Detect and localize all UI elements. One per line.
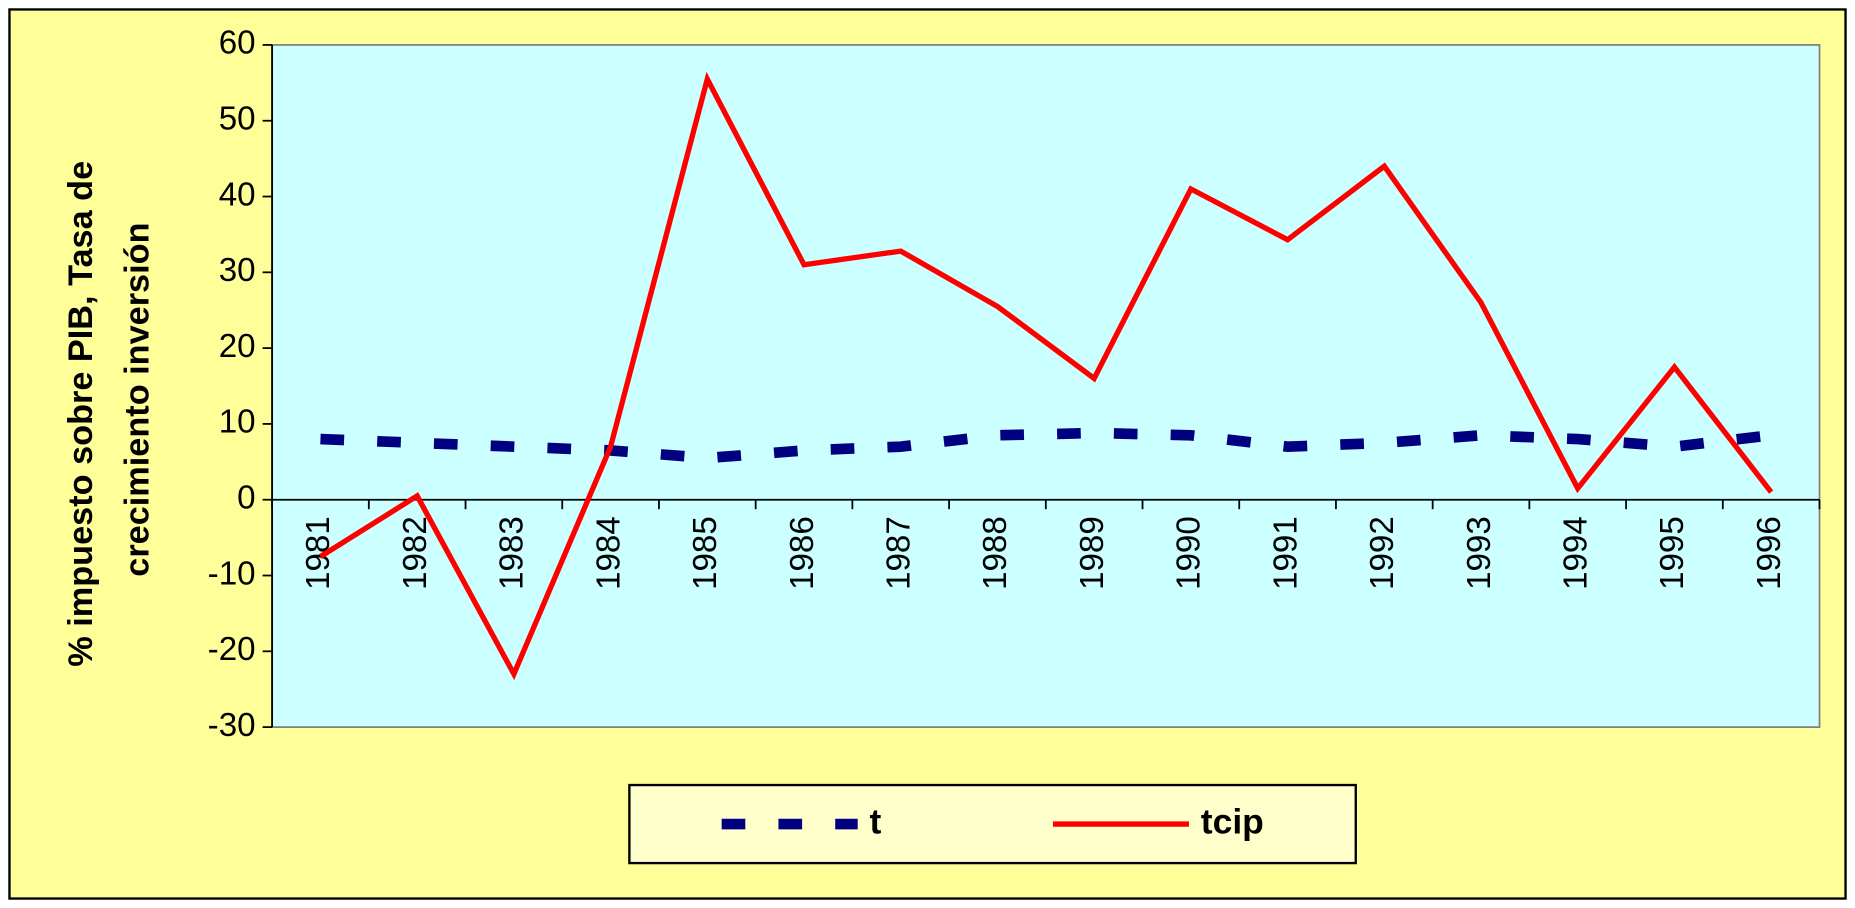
y-tick-label: 60 xyxy=(219,25,256,62)
x-tick-label: 1981 xyxy=(300,516,337,590)
x-tick-label: 1991 xyxy=(1267,516,1304,590)
x-tick-label: 1983 xyxy=(494,516,531,590)
y-axis-label: crecimiento inversión xyxy=(119,222,157,576)
x-tick-label: 1990 xyxy=(1171,516,1208,590)
x-tick-label: 1988 xyxy=(977,516,1014,590)
legend xyxy=(628,783,1357,865)
plot-area xyxy=(271,44,1821,728)
legend-label: t xyxy=(870,801,882,841)
x-tick-label: 1985 xyxy=(687,516,724,590)
y-tick-label: 10 xyxy=(219,404,256,441)
y-tick-label: 30 xyxy=(219,252,256,289)
x-tick-label: 1984 xyxy=(590,516,627,590)
y-tick-label: -20 xyxy=(208,631,256,668)
x-tick-label: 1993 xyxy=(1461,516,1498,590)
y-axis-label: % impuesto sobre PIB, Tasa de xyxy=(62,161,100,667)
x-tick-label: 1992 xyxy=(1364,516,1401,590)
x-tick-label: 1989 xyxy=(1074,516,1111,590)
y-tick-label: 40 xyxy=(219,176,256,213)
x-tick-label: 1986 xyxy=(784,516,821,590)
x-tick-label: 1994 xyxy=(1557,516,1594,590)
series-line xyxy=(320,427,1772,464)
x-tick-label: 1995 xyxy=(1654,516,1691,590)
x-tick-label: 1982 xyxy=(397,516,434,590)
series-line xyxy=(319,71,1774,681)
y-tick-label: -30 xyxy=(208,707,256,744)
y-tick-label: 20 xyxy=(219,328,256,365)
y-tick-label: 0 xyxy=(237,479,255,516)
x-tick-label: 1996 xyxy=(1751,516,1788,590)
x-tick-label: 1987 xyxy=(880,516,917,590)
y-tick-label: -10 xyxy=(208,555,256,592)
legend-label: tcip xyxy=(1201,801,1264,841)
y-tick-label: 50 xyxy=(219,100,256,137)
